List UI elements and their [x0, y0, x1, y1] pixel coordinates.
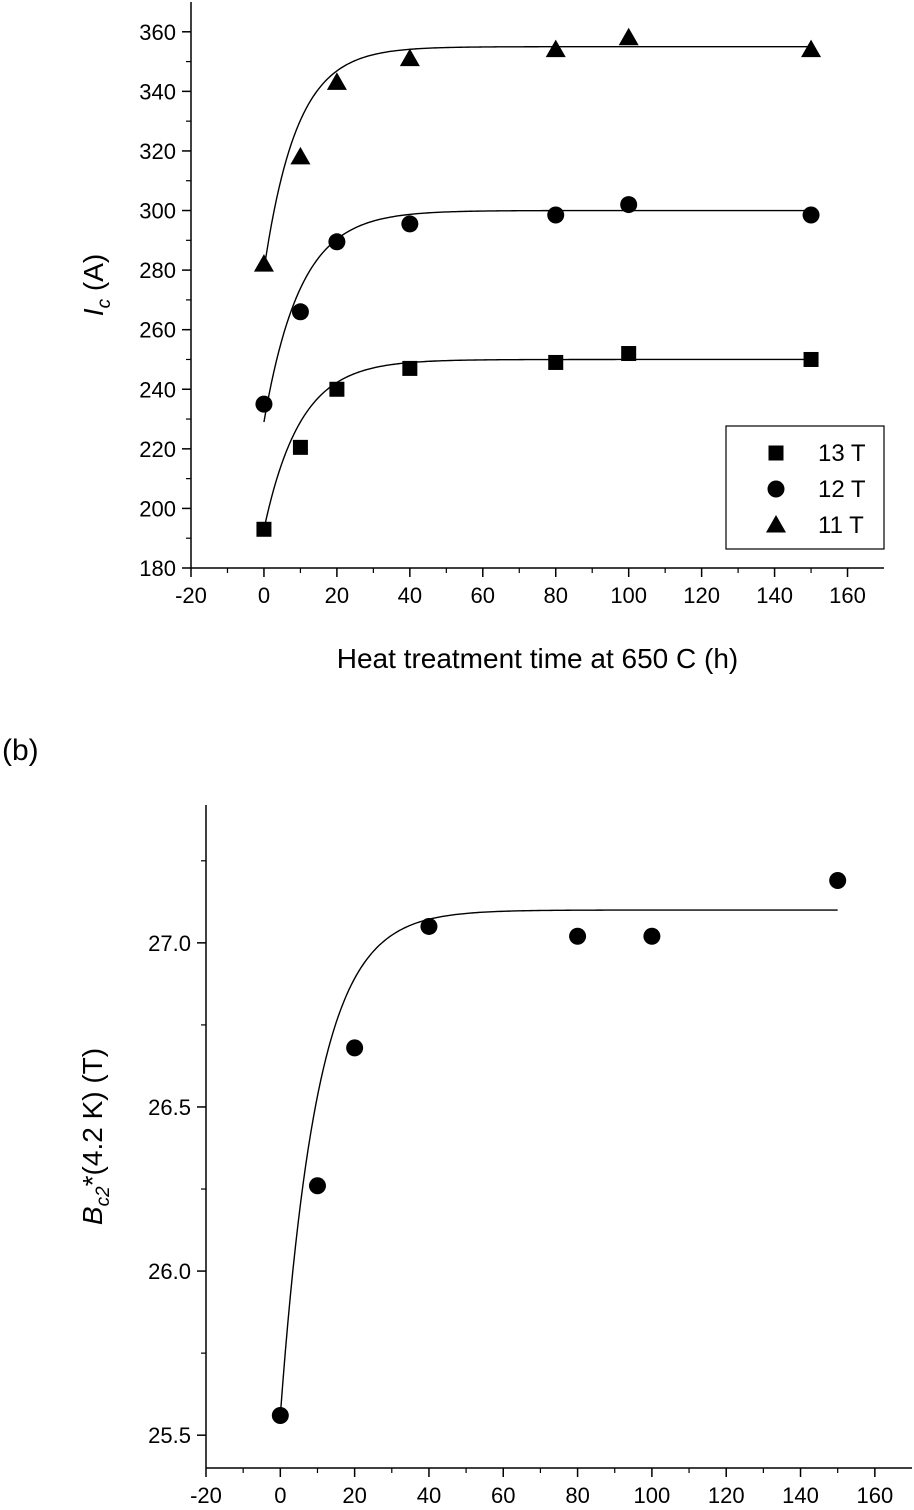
chart-0-y-tick-label: 320 [139, 139, 176, 164]
chart-0-x-tick-label: 0 [258, 583, 270, 608]
chart-0-x-axis-title: Heat treatment time at 650 C (h) [337, 643, 739, 674]
chart-0-y-tick-label: 280 [139, 258, 176, 283]
chart-0-point [803, 351, 819, 367]
chart-1-point [420, 917, 438, 935]
chart-0-y-tick-label: 200 [139, 496, 176, 521]
chart-1-point [643, 927, 661, 945]
chart-0-point [292, 439, 308, 455]
chart-0-x-tick-label: 140 [756, 583, 793, 608]
chart-0-point [401, 215, 419, 233]
chart-0-point [548, 354, 564, 370]
chart-0-fit-curve-0 [263, 358, 812, 530]
chart-1-x-tick-label: 0 [274, 1483, 286, 1508]
chart-0-y-axis-title-main: I [78, 308, 109, 316]
chart-0-point [545, 39, 566, 58]
chart-1-x-tick-label: 20 [342, 1483, 366, 1508]
chart-1-x-tick-label: 100 [634, 1483, 671, 1508]
chart-1-point [308, 1177, 326, 1195]
chart-1-y-axis-title-unit: *(4.2 K) (T) [77, 1048, 108, 1186]
chart-0-point [256, 521, 272, 537]
chart-0-y-tick-label: 180 [139, 556, 176, 581]
chart-1-panel-label: (b) [2, 734, 39, 767]
chart-1-x-tick-label: 60 [491, 1483, 515, 1508]
chart-0-point [621, 346, 637, 362]
chart-1-x-tick-label: -20 [190, 1483, 222, 1508]
chart-0-point [329, 381, 345, 397]
chart-0-y-tick-label: 240 [139, 377, 176, 402]
chart-0-point [290, 146, 311, 165]
chart-0-legend-marker [767, 480, 785, 498]
chart-0-legend-marker [768, 445, 784, 461]
chart-1-y-tick-label: 26.5 [148, 1095, 191, 1120]
chart-1-x-tick-label: 40 [417, 1483, 441, 1508]
chart-0-x-tick-label: 100 [610, 583, 647, 608]
chart-1-fit-curve-0 [279, 909, 838, 1416]
chart-1-point [271, 1406, 289, 1424]
chart-0-point [801, 39, 822, 58]
chart-0-legend-label: 12 T [818, 476, 866, 503]
chart-1-y-axis-title-sub: c2 [93, 1186, 114, 1207]
chart-0-point [255, 395, 273, 413]
chart-0-series-0 [256, 346, 819, 537]
chart-0-point [402, 360, 418, 376]
chart-1-x-tick-label: 160 [856, 1483, 893, 1508]
chart-0-point [547, 206, 565, 224]
chart-0-point [618, 27, 639, 46]
chart-1-point [829, 871, 847, 889]
chart-0-series-1 [255, 196, 820, 423]
chart-1-series-0 [271, 871, 847, 1424]
chart-1-y-tick-label: 27.0 [148, 931, 191, 956]
chart-0-y-tick-label: 300 [139, 199, 176, 224]
chart-0-y-axis-title-sub: c [94, 298, 115, 308]
chart-0-y-axis-title-unit: (A) [78, 254, 109, 299]
chart-1-point [569, 927, 587, 945]
chart-0-y-tick-label: 220 [139, 437, 176, 462]
chart-0-point [326, 72, 347, 90]
chart-0-series-2 [253, 27, 822, 272]
chart-0-fit-curve-2 [263, 45, 812, 271]
chart-0-y-axis-title: Ic (A) [78, 254, 115, 316]
chart-0-point [253, 254, 274, 272]
chart-1-x-tick-label: 80 [565, 1483, 589, 1508]
chart-0-fit-curve-1 [263, 209, 812, 423]
chart-0-point [620, 196, 638, 214]
chart-0-y-tick-label: 340 [139, 79, 176, 104]
chart-1-y-tick-label: 26.0 [148, 1259, 191, 1284]
chart-0-x-tick-label: -20 [175, 583, 207, 608]
chart-0-legend-label: 11 T [818, 512, 864, 539]
chart-0-y-tick-label: 360 [139, 20, 176, 45]
chart-0-x-tick-label: 80 [543, 583, 567, 608]
chart-0-point [328, 233, 346, 251]
chart-0-x-tick-label: 60 [471, 583, 495, 608]
chart-0-x-tick-label: 160 [829, 583, 866, 608]
chart-0-x-tick-label: 20 [325, 583, 349, 608]
chart-1-x-tick-label: 120 [708, 1483, 745, 1508]
chart-0-x-tick-label: 120 [683, 583, 720, 608]
chart-0-legend: 13 T 12 T 11 T [725, 425, 885, 550]
chart-0-point [291, 303, 309, 321]
chart-0-x-tick-label: 40 [398, 583, 422, 608]
chart-0-legend-marker [766, 515, 786, 533]
chart-1-x-tick-label: 140 [782, 1483, 819, 1508]
chart-0-y-tick-label: 260 [139, 318, 176, 343]
chart-panel-ic: -20 0 20 40 60 80 100 120 140 160 180 200 220 240 260 2… [78, 2, 885, 674]
chart-1-y-tick-label: 25.5 [148, 1423, 191, 1448]
chart-0-legend-box [725, 425, 885, 550]
chart-1-point [346, 1039, 364, 1057]
chart-0-point [802, 206, 820, 224]
chart-panel-bc2: -20 0 20 40 60 80 100 120 140 160 25.5 26.0 26.5 27.0… [2, 734, 912, 1508]
chart-1-y-axis-title-main: B [77, 1206, 108, 1225]
chart-0-legend-label: 13 T [818, 440, 866, 467]
chart-0-point [399, 48, 420, 67]
chart-1-y-axis-title: Bc2*(4.2 K) (T) [77, 1048, 114, 1225]
